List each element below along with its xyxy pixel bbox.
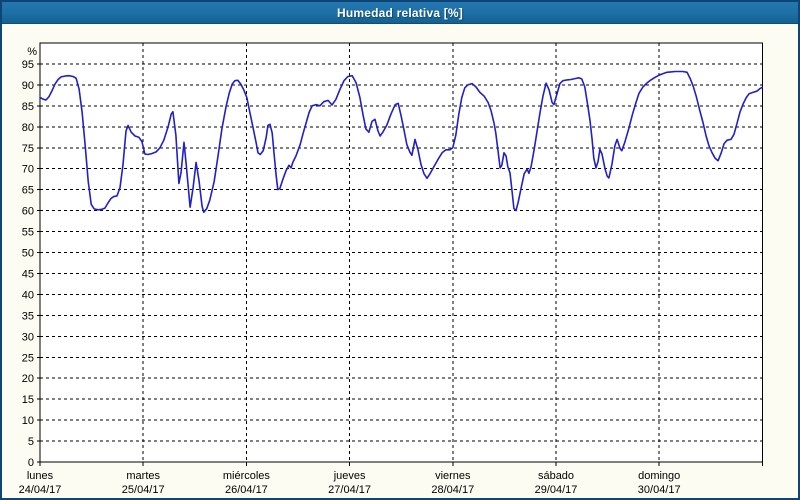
y-tick-label: 85 [22, 101, 34, 113]
title-bar: Humedad relativa [%] [2, 2, 798, 24]
y-tick-label: 40 [22, 289, 34, 301]
day-date-label: 24/04/17 [19, 484, 62, 496]
y-tick-label: 30 [22, 331, 34, 343]
day-name-label: sábado [538, 470, 574, 482]
y-tick-label: 90 [22, 80, 34, 92]
day-name-label: domingo [638, 470, 680, 482]
y-tick-label: 25 [22, 352, 34, 364]
y-tick-label: 50 [22, 248, 34, 260]
y-tick-label: 35 [22, 310, 34, 322]
day-name-label: martes [126, 470, 160, 482]
day-name-label: jueves [333, 470, 366, 482]
y-tick-label: 65 [22, 185, 34, 197]
y-tick-label: 45 [22, 268, 34, 280]
day-date-label: 26/04/17 [225, 484, 268, 496]
y-tick-label: 10 [22, 415, 34, 427]
y-tick-label: 60 [22, 206, 34, 218]
h-gridlines [40, 63, 763, 442]
y-tick-label: 80 [22, 122, 34, 134]
humidity-line [39, 70, 763, 214]
y-tick-label: 5 [28, 436, 34, 448]
v-gridlines [142, 43, 660, 462]
day-date-label: 30/04/17 [638, 484, 681, 496]
y-tick-label: 95 [22, 59, 34, 71]
day-name-label: lunes [27, 470, 54, 482]
day-date-label: 25/04/17 [122, 484, 165, 496]
y-tick-label: 55 [22, 227, 34, 239]
series-lines [39, 70, 763, 214]
y-axis-labels: 0 5 10 15 20 25 30 35 40 45 50 55 60 65 70 75 80 85 90 95 [22, 59, 34, 469]
chart-title: Humedad relativa [%] [336, 5, 464, 20]
y-unit-label: % [27, 46, 37, 58]
y-tick-label: 75 [22, 143, 34, 155]
y-tick-label: 70 [22, 164, 34, 176]
day-name-label: miércoles [223, 470, 271, 482]
y-tick-label: 20 [22, 373, 34, 385]
axis-ticks [37, 63, 763, 466]
y-tick-label: 15 [22, 394, 34, 406]
x-axis-labels: lunes 24/04/17 martes 25/04/17 miércoles 26/0… [19, 470, 681, 496]
day-date-label: 28/04/17 [431, 484, 474, 496]
day-date-label: 29/04/17 [535, 484, 578, 496]
chart-svg: 0 5 10 15 20 25 30 35 40 45 50 55 60 65 70 75 80 85 90 95 %… [19, 42, 763, 496]
day-date-label: 27/04/17 [328, 484, 371, 496]
day-name-label: viernes [435, 470, 471, 482]
y-tick-label: 0 [28, 457, 34, 469]
